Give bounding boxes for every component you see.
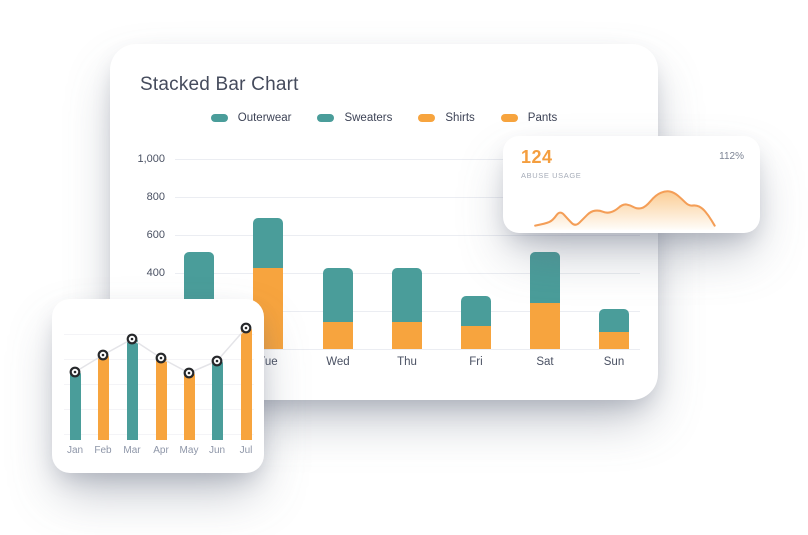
x-axis-label-fri: Fri — [469, 356, 483, 368]
x-axis-label-sat: Sat — [536, 356, 554, 368]
mini-bar-jan[interactable] — [69, 372, 81, 440]
gridline — [175, 197, 640, 198]
bar-fri[interactable] — [461, 296, 491, 349]
x-axis-label-sun: Sun — [603, 356, 625, 368]
sparkline-svg — [534, 190, 716, 230]
bar-sun[interactable] — [599, 309, 629, 349]
gridline — [175, 235, 640, 236]
bar-segment-orange[interactable] — [392, 322, 422, 349]
legend-item-shirts[interactable]: Shirts — [418, 112, 475, 124]
bar-segment-orange[interactable] — [323, 322, 353, 349]
bar-segment-orange[interactable] — [599, 332, 629, 349]
bar-segment-teal[interactable] — [323, 268, 353, 322]
y-axis-tick: 800 — [146, 191, 165, 203]
bar-segment-teal[interactable] — [599, 309, 629, 332]
bar-segment-teal[interactable] — [392, 268, 422, 322]
x-axis-label-may: May — [179, 445, 199, 456]
mini-bar-feb[interactable] — [97, 355, 109, 440]
mini-bar-may[interactable] — [183, 373, 195, 440]
mini-bar-jun[interactable] — [211, 361, 223, 440]
bar-segment-teal[interactable] — [184, 252, 214, 301]
x-axis-label-apr: Apr — [153, 445, 169, 456]
x-axis-label-mar: Mar — [123, 445, 141, 456]
bar-segment-teal[interactable] — [461, 296, 491, 326]
bar-segment-teal[interactable] — [253, 218, 283, 268]
chart-title: Stacked Bar Chart — [140, 74, 299, 95]
x-axis-label-thu: Thu — [397, 356, 417, 368]
sparkline-path — [534, 190, 716, 227]
legend-label: Pants — [527, 112, 558, 124]
bar-thu[interactable] — [392, 268, 422, 349]
mini-bar-jul[interactable] — [240, 328, 252, 440]
gridline — [64, 334, 254, 335]
mini-bar-mar[interactable] — [126, 339, 138, 440]
legend-label: Sweaters — [344, 112, 393, 124]
y-axis-tick: 600 — [146, 229, 165, 241]
legend-swatch-icon — [317, 114, 335, 122]
sparkline-area — [535, 191, 715, 230]
x-axis-label-jun: Jun — [208, 445, 226, 456]
x-axis-label-jan: Jan — [66, 445, 84, 456]
y-axis-tick: 400 — [146, 267, 165, 279]
x-axis-label-wed: Wed — [326, 356, 350, 368]
bar-sat[interactable] — [530, 252, 560, 349]
y-axis-tick: 1,000 — [137, 153, 165, 165]
bar-segment-orange[interactable] — [461, 326, 491, 349]
legend-swatch-icon — [418, 114, 436, 122]
gridline — [175, 349, 640, 350]
mini-bar-apr[interactable] — [155, 358, 167, 440]
legend-item-sweaters[interactable]: Sweaters — [317, 112, 392, 124]
chart-legend: Outerwear Sweaters Shirts Pants — [110, 112, 658, 124]
mini-bar-chart-card: Jan Feb Mar Apr May Jun Jul — [52, 299, 264, 473]
gridline — [175, 159, 640, 160]
stat-label: ABUSE USAGE — [521, 171, 582, 180]
x-axis-label-feb: Feb — [94, 445, 112, 456]
legend-swatch-icon — [210, 114, 228, 122]
bar-segment-teal[interactable] — [530, 252, 560, 303]
legend-swatch-icon — [500, 114, 518, 122]
sparkline-chart — [529, 178, 725, 230]
bar-segment-orange[interactable] — [530, 303, 560, 349]
stat-value: 124 — [521, 147, 553, 167]
legend-item-pants[interactable]: Pants — [500, 112, 558, 124]
x-axis-label-jul: Jul — [239, 445, 253, 456]
legend-label: Shirts — [445, 112, 475, 124]
legend-item-outerwear[interactable]: Outerwear — [210, 112, 292, 124]
abuse-usage-card: 124 112% ABUSE USAGE — [503, 136, 760, 233]
bar-wed[interactable] — [323, 268, 353, 349]
legend-label: Outerwear — [237, 112, 292, 124]
stat-percentage: 112% — [719, 151, 744, 162]
